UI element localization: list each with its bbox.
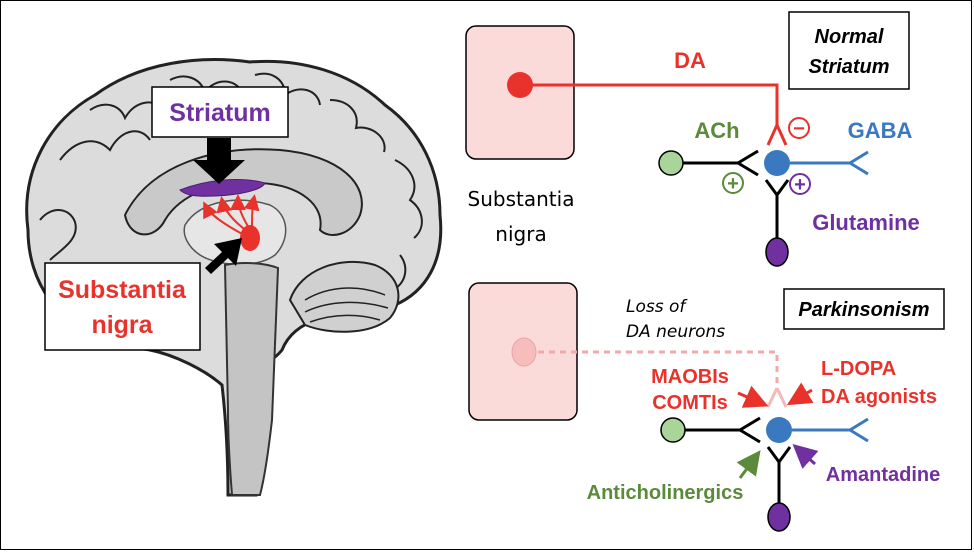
substantia-pointer-arrow xyxy=(205,238,242,274)
pd-anticholinergics-label: Anticholinergics xyxy=(587,482,744,504)
pd-anticholinergic-arrow xyxy=(736,450,761,479)
pd-glut-neuron xyxy=(767,502,791,532)
pd-loss-line2: DA neurons xyxy=(626,322,725,342)
normal-title-box xyxy=(788,11,910,90)
normal-glut-axon xyxy=(764,179,790,240)
substantia-label-box xyxy=(44,262,201,351)
pd-ach-neuron xyxy=(660,417,686,443)
sn-caption-line1: Substantia xyxy=(468,187,575,211)
pd-amantadine-arrow xyxy=(792,444,819,469)
pd-title-box xyxy=(783,288,945,330)
striatum-label: Striatum xyxy=(169,99,270,127)
normal-minus-sign: − xyxy=(793,118,805,140)
pd-loss-line1: Loss of xyxy=(626,297,688,317)
normal-da-axon xyxy=(520,83,779,125)
normal-minus-symbol xyxy=(788,117,810,139)
pd-ldopa-label: L-DOPA xyxy=(821,358,896,380)
normal-title-line2: Striatum xyxy=(808,56,889,78)
normal-ach-plus-sign: + xyxy=(727,173,739,195)
normal-ach-neuron xyxy=(658,150,684,176)
normal-gaba-label: GABA xyxy=(848,118,913,143)
brain-stem xyxy=(223,262,280,496)
nigrostriatal-projections xyxy=(203,194,260,237)
corpus-callosum xyxy=(123,148,363,236)
pd-gaba-axon xyxy=(792,417,869,443)
pd-ldopa-arrow xyxy=(786,382,814,406)
normal-da-label: DA xyxy=(674,48,706,73)
brain-illustration xyxy=(25,58,443,497)
sn-caption-line2: nigra xyxy=(495,222,546,246)
normal-center-neuron xyxy=(764,150,790,176)
pd-da-neuron xyxy=(511,337,537,367)
striatum-label-box xyxy=(151,86,289,138)
pd-glut-axon xyxy=(766,446,792,505)
substantia-nigra-shape xyxy=(240,225,260,251)
cerebellum xyxy=(288,260,400,333)
pd-center-neuron xyxy=(766,417,792,443)
pd-amantadine-label: Amantadine xyxy=(826,464,940,486)
pd-da-axon xyxy=(538,350,779,388)
pd-maobis-label: MAOBIs xyxy=(651,366,729,388)
substantia-label-line1: Substantia xyxy=(58,276,187,304)
normal-glut-neuron xyxy=(765,237,789,267)
pd-comtis-label: COMTIs xyxy=(652,392,728,414)
normal-da-synapse xyxy=(766,124,788,146)
pd-da-synapse xyxy=(766,387,788,408)
cerebellum-folia xyxy=(304,287,389,323)
normal-ach-axon xyxy=(683,149,759,177)
striatum-pointer-arrow xyxy=(193,138,245,184)
substantia-label-line2: nigra xyxy=(91,311,153,339)
pd-da-agonists-label: DA agonists xyxy=(821,386,937,408)
normal-ach-label: ACh xyxy=(694,118,739,143)
normal-gaba-axon xyxy=(790,150,869,176)
pd-maobi-arrow xyxy=(737,385,769,408)
pd-ach-axon xyxy=(685,416,761,444)
normal-glut-plus-symbol xyxy=(789,173,811,195)
normal-glut-plus-sign: + xyxy=(794,174,806,196)
normal-glutamine-label: Glutamine xyxy=(812,210,920,235)
normal-ach-plus-symbol xyxy=(722,172,744,194)
pd-title: Parkinsonism xyxy=(798,299,929,321)
normal-title-line1: Normal xyxy=(815,26,884,48)
